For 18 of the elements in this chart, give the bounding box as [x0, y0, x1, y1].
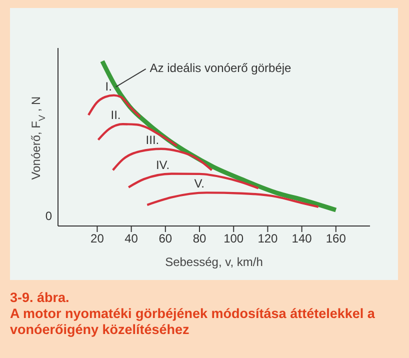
series-label: II.	[110, 108, 121, 122]
x-tick-label: 40	[124, 232, 138, 246]
x-axis-title: Sebesség, v, km/h	[165, 255, 263, 269]
series-label: I.	[105, 79, 112, 94]
x-tick-label: 160	[326, 232, 346, 246]
x-tick-label: 80	[192, 232, 206, 246]
series-label: IV.	[156, 158, 170, 172]
x-tick-label: 100	[224, 232, 244, 246]
series-label: V.	[194, 176, 204, 191]
x-tick-label: 140	[292, 232, 312, 246]
x-tick-label: 20	[90, 232, 104, 246]
text: 0	[45, 209, 52, 223]
x-tick-label: 60	[158, 232, 172, 246]
x-tick-label: 120	[258, 232, 278, 246]
text: A motor nyomatéki görbéjének módosítása áttételekkel a vonóerőigény közelítéséhez	[10, 306, 376, 338]
text: 3-9. ábra.	[10, 290, 70, 306]
text: Az ideális vonóerő görbéje	[150, 60, 292, 75]
series-label: III.	[146, 132, 160, 147]
